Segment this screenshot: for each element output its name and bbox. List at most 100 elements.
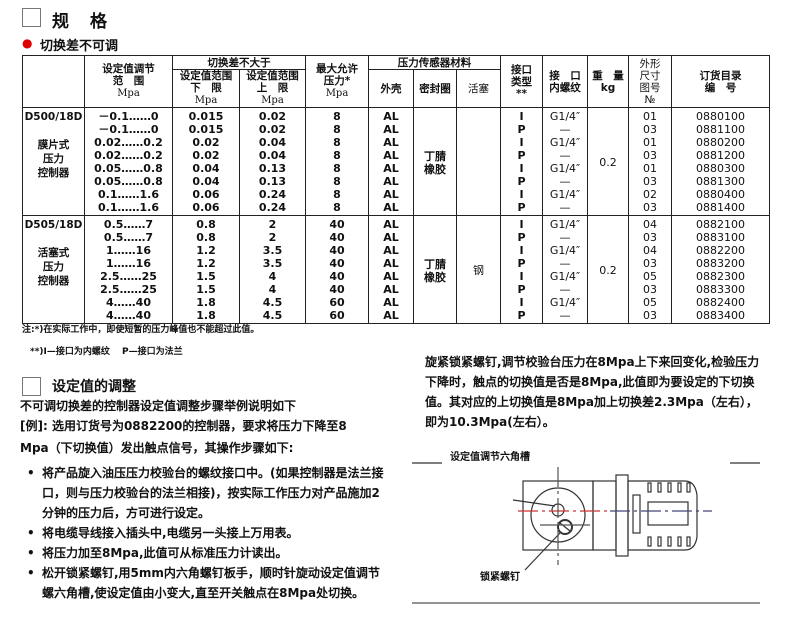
model-type: 膜片式 [37,139,70,151]
diagram-label-hex-slot: 设定值调节六角槽 [450,452,530,463]
model-name: D505/18D [24,219,83,231]
order-cell: 0881400 [671,201,770,216]
model-type: 控制器 [37,167,70,179]
dim-cell: 05 [628,296,672,309]
header-model [22,55,85,108]
order-cell: 0880300 [671,162,770,175]
table-row: 0.1……1.6 0.06 0.24 8 AL I G1/4″ 02 0880400 [23,188,770,201]
thread-cell: — [542,309,588,324]
housing-cell: AL [368,136,414,149]
order-cell: 0880400 [671,188,770,201]
order-cell: 0880100 [671,107,770,123]
table-row: 4……40 1.8 4.5 60 AL I G1/4″ 05 0882400 [23,296,770,309]
adjust-steps-list: 将产品旋入油压压力校验台的螺纹接口中。(如果控制器是法兰接口，则与压力校验台的法… [20,463,390,603]
order-cell: 0881200 [671,149,770,162]
diff-high-cell: 0.24 [239,201,306,216]
range-cell: －0.1……0 [84,107,173,123]
seal-text: 丁腈 [424,257,446,271]
dim-cell: 03 [628,309,672,324]
range-cell: 0.05……0.8 [84,175,173,188]
order-cell: 0881300 [671,175,770,188]
red-bullet-icon: ● [22,36,33,50]
model-type: 控制器 [37,275,70,287]
diff-low-cell: 0.015 [172,123,240,136]
spec-title: 规 格 [52,12,109,32]
max-pressure-cell: 40 [305,270,369,283]
piston-cell [456,107,501,216]
diff-high-cell: 0.02 [239,123,306,136]
diff-high-cell: 0.24 [239,188,306,201]
thread-cell: G1/4″ [542,244,588,257]
model-type: 活塞式 [37,247,70,259]
housing-cell: AL [368,231,414,244]
housing-cell: AL [368,123,414,136]
port-type-cell: P [500,309,543,324]
dim-cell: 03 [628,123,672,136]
diff-high-cell: 0.04 [239,149,306,162]
max-pressure-cell: 8 [305,123,369,136]
step-item: 将压力加至8Mpa,此值可从标准压力计读出。 [20,543,390,563]
port-type-cell: I [500,188,543,201]
seal-cell: 丁腈 橡胶 [413,107,457,216]
header-diff-high: 设定值范围上 限 Mpa [239,69,306,108]
housing-cell: AL [368,149,414,162]
piston-cell: 钢 [456,215,501,324]
housing-cell: AL [368,215,414,231]
diff-low-cell: 1.5 [172,270,240,283]
order-cell: 0882200 [671,244,770,257]
footnote-1: 注:*)在实际工作中，即使短暂的压力峰值也不能超过此值。 [22,325,260,335]
diff-high-cell: 2 [239,231,306,244]
port-type-cell: P [500,149,543,162]
thread-cell: — [542,231,588,244]
header-order: 订货目录编 号 [671,55,770,108]
max-pressure-cell: 8 [305,162,369,175]
spec-table: 设定值调节范 围 Mpa 切换差不大于 最大允许 压力* Mpa 压力传感器材料 接口… [22,55,770,324]
header-weight: 重 量 kg [587,55,629,108]
thread-cell: — [542,257,588,270]
thread-cell: G1/4″ [542,188,588,201]
range-cell: 0.02……0.2 [84,149,173,162]
table-row: 0.02……0.2 0.02 0.04 8 AL I G1/4″ 01 0880200 [23,136,770,149]
range-cell: 0.05……0.8 [84,162,173,175]
housing-cell: AL [368,309,414,324]
diff-high-cell: 4 [239,270,306,283]
dim-cell: 03 [628,231,672,244]
max-pressure-cell: 8 [305,136,369,149]
header-max-pressure: 最大允许 压力* Mpa [305,55,369,108]
table-row: 0.5……7 0.8 2 40 AL P — 03 0883100 [23,231,770,244]
diff-low-cell: 0.04 [172,162,240,175]
table-row: 0.05……0.8 0.04 0.13 8 AL I G1/4″ 01 0880300 [23,162,770,175]
model-type: 压力 [43,153,64,165]
diff-high-cell: 0.04 [239,136,306,149]
adjust-continued: 旋紧锁紧螺钉,调节校验台压力在8Mpa上下来回变化,检验压力下降时，触点的切换值… [425,355,760,429]
thread-cell: — [542,175,588,188]
order-cell: 0881100 [671,123,770,136]
max-pressure-cell: 60 [305,296,369,309]
dim-cell: 05 [628,270,672,283]
weight-cell: 0.2 [587,107,629,216]
thread-cell: — [542,123,588,136]
adjust-example-line2: Mpa（下切换值）发出触点信号，其操作步骤如下: [20,441,294,455]
port-type-cell: I [500,296,543,309]
table-row: D505/18D 活塞式 压力 控制器 0.5……7 0.8 2 40 AL 丁腈 橡胶钢 I G1/4… [22,215,770,324]
diff-high-cell: 0.13 [239,175,306,188]
seal-text: 橡胶 [424,270,446,284]
header-piston: 活塞 [456,69,501,108]
table-row: 0.1……1.6 0.06 0.24 8 AL P — 03 0881400 [23,201,770,216]
header-thread: 接 口内螺纹 [542,55,588,108]
range-cell: 0.02……0.2 [84,136,173,149]
max-pressure-cell: 8 [305,107,369,123]
max-pressure-cell: 8 [305,201,369,216]
dim-cell: 03 [628,257,672,270]
range-cell: 0.5……7 [84,215,173,231]
diff-low-cell: 0.8 [172,231,240,244]
step-item: 松开锁紧螺钉,用5mm内六角螺钉板手，顺时针旋动设定值调节螺六角槽,使设定值由小… [20,563,390,603]
diff-low-cell: 0.02 [172,149,240,162]
header-housing: 外壳 [368,69,414,108]
max-pressure-cell: 40 [305,244,369,257]
dim-cell: 01 [628,107,672,123]
header-range: 设定值调节范 围 Mpa [84,55,173,108]
port-type-cell: P [500,123,543,136]
header-material-group: 压力传感器材料 [368,55,501,70]
max-pressure-cell: 40 [305,231,369,244]
